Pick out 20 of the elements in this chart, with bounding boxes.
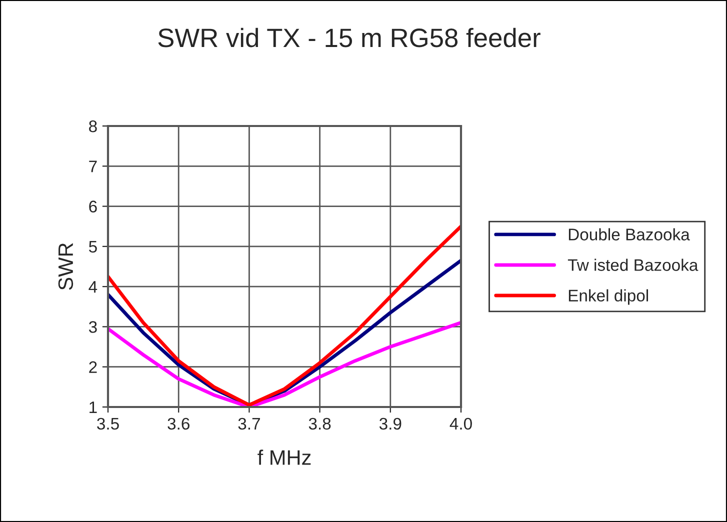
y-axis-title: SWR (58, 243, 74, 290)
y-tick-label: 3 (88, 321, 97, 333)
y-tick-label: 6 (89, 200, 97, 212)
x-axis-title: f MHz (258, 450, 311, 465)
x-tick-label: 4.0 (450, 418, 472, 430)
legend-label: Enkel dipol (568, 289, 648, 305)
legend-label: Tw isted Bazooka (568, 258, 698, 271)
y-tick-label: 8 (89, 120, 97, 132)
chart-title: SWR vid TX - 15 m RG58 feeder (158, 28, 540, 48)
x-tick-label: 3.9 (379, 418, 402, 430)
x-tick-label: 3.7 (238, 418, 260, 430)
x-tick-label: 3.5 (97, 418, 119, 430)
legend-label: Double Bazooka (568, 228, 690, 240)
x-tick-label: 3.8 (308, 418, 331, 430)
y-tick-label: 1 (90, 402, 97, 414)
y-tick-label: 5 (88, 241, 97, 253)
y-tick-label: 7 (89, 160, 97, 172)
y-tick-label: 4 (88, 281, 98, 293)
y-tick-label: 2 (89, 361, 97, 373)
x-tick-label: 3.6 (168, 418, 190, 430)
